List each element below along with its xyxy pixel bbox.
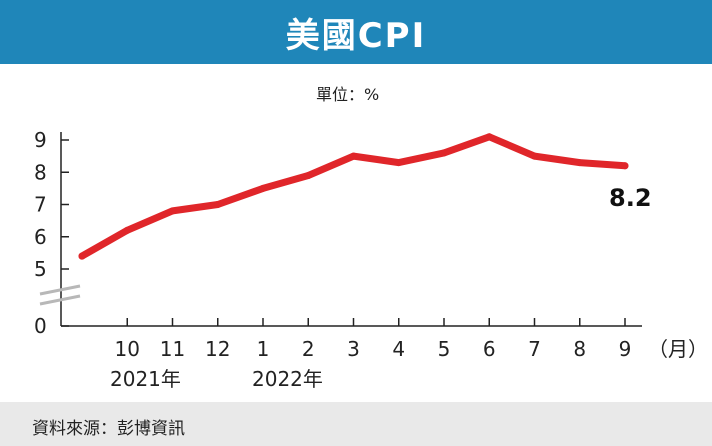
- data-point: [169, 207, 176, 215]
- x-tick-label: 11: [160, 337, 185, 361]
- data-point: [259, 184, 267, 192]
- x-tick-label: 3: [347, 337, 360, 361]
- x-tick-label: 2: [302, 337, 315, 361]
- year-label-2022: 2022年: [252, 367, 323, 391]
- y-tick-label: 7: [34, 193, 47, 217]
- source-note: 資料來源：彭博資訊: [32, 419, 185, 439]
- chart-footer: 資料來源：彭博資訊: [0, 402, 712, 446]
- data-point: [576, 159, 584, 167]
- x-tick-label: 7: [528, 337, 541, 361]
- data-point: [123, 226, 131, 234]
- x-tick-label: 4: [392, 337, 405, 361]
- y-tick-label: 0: [34, 314, 47, 338]
- data-point: [440, 149, 448, 157]
- x-tick-label: 1: [257, 337, 270, 361]
- y-tick-label: 8: [34, 160, 47, 184]
- y-ticks: 0 5 6 7 8 9: [34, 128, 69, 338]
- data-point: [485, 133, 493, 141]
- chart-title: 美國CPI: [285, 15, 427, 56]
- chart-header: 美國CPI: [0, 0, 712, 64]
- x-tick-label: 10: [115, 337, 140, 361]
- x-tick-label: 5: [438, 337, 451, 361]
- x-tick-label: 12: [205, 337, 230, 361]
- x-ticks: 10 11 12 1 2 3 4 5 6 7 8 9: [115, 318, 632, 361]
- data-point: [395, 159, 403, 167]
- month-unit-label: （月）: [648, 337, 708, 361]
- unit-label: 單位：%: [316, 85, 379, 104]
- y-tick-label: 6: [34, 225, 47, 249]
- data-point: [350, 152, 357, 160]
- data-point: [531, 152, 538, 160]
- x-tick-label: 9: [619, 337, 632, 361]
- year-label-2021: 2021年: [110, 367, 181, 391]
- y-tick-label: 9: [34, 128, 47, 152]
- axis-break-mark: [39, 284, 81, 306]
- x-tick-label: 6: [483, 337, 496, 361]
- x-tick-label: 8: [573, 337, 586, 361]
- data-points: [78, 133, 629, 260]
- data-point: [304, 171, 312, 179]
- y-tick-label: 5: [34, 257, 47, 281]
- data-point: [214, 201, 222, 208]
- data-point: [78, 252, 86, 260]
- last-value-label: 8.2: [609, 184, 652, 212]
- data-point: [621, 162, 629, 170]
